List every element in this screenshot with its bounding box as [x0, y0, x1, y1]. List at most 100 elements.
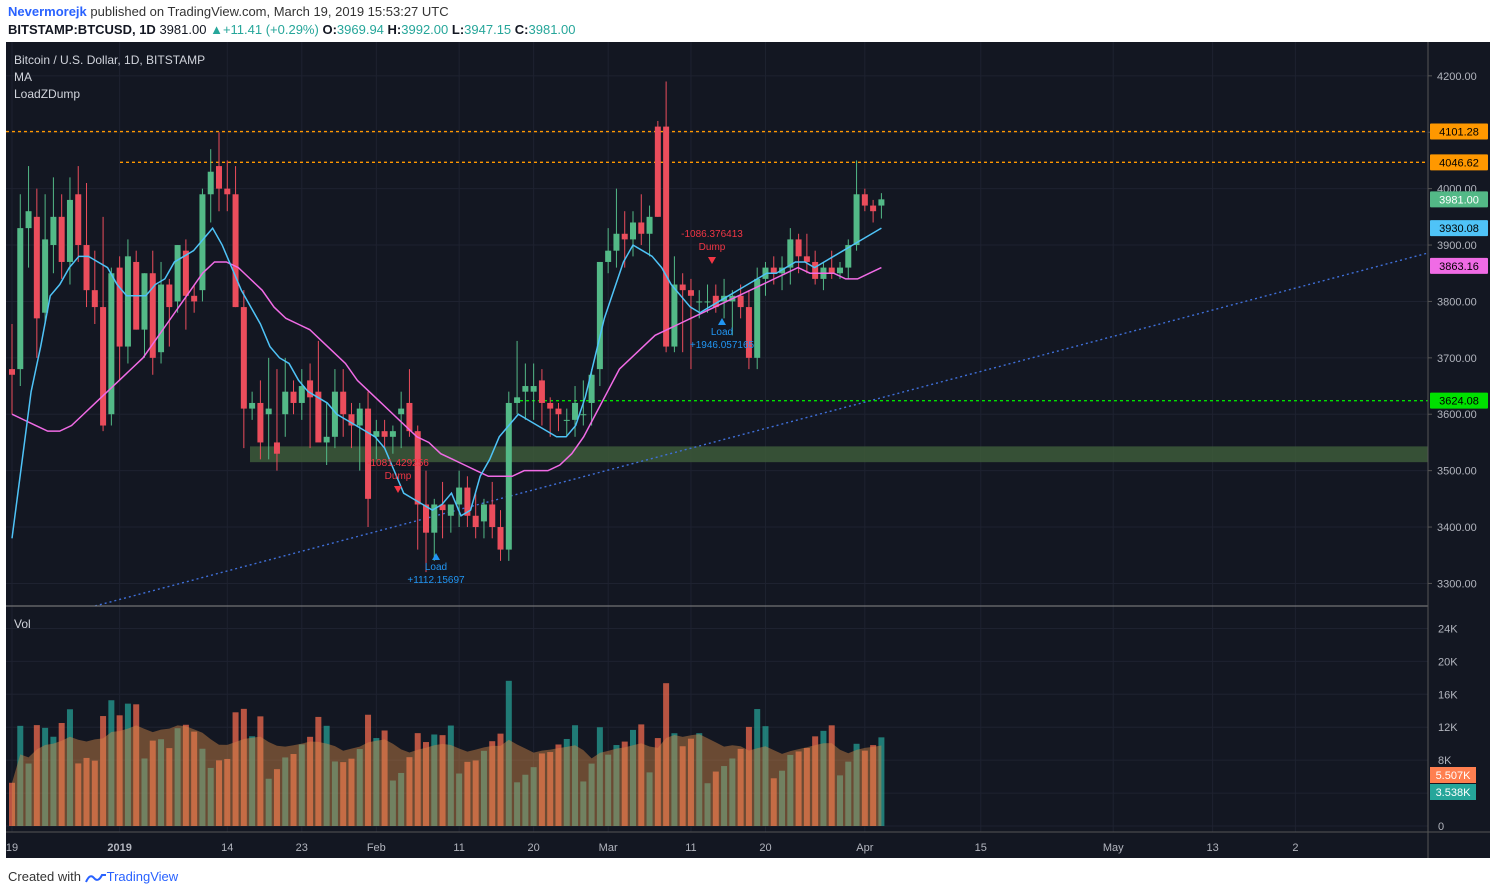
candle-body[interactable]: [232, 194, 239, 308]
candle-body[interactable]: [91, 290, 98, 308]
candle-body[interactable]: [605, 250, 612, 262]
candle-body[interactable]: [646, 216, 653, 234]
volume-bar[interactable]: [17, 725, 24, 826]
volume-bar[interactable]: [389, 780, 396, 826]
volume-bar[interactable]: [596, 727, 603, 826]
volume-bar[interactable]: [348, 758, 355, 826]
candle-body[interactable]: [414, 431, 421, 505]
candle-body[interactable]: [654, 126, 661, 217]
candle-body[interactable]: [33, 216, 40, 319]
volume-bar[interactable]: [282, 757, 289, 826]
volume-bar[interactable]: [704, 783, 711, 826]
candle-body[interactable]: [737, 295, 744, 308]
candle-body[interactable]: [480, 504, 487, 522]
volume-bar[interactable]: [199, 748, 206, 826]
volume-bar[interactable]: [290, 754, 297, 826]
candle-body[interactable]: [547, 402, 554, 409]
volume-bar[interactable]: [754, 709, 761, 826]
candle-body[interactable]: [489, 504, 496, 528]
volume-bar[interactable]: [745, 726, 752, 826]
candle-body[interactable]: [472, 515, 479, 528]
candle-body[interactable]: [538, 380, 545, 403]
candle-body[interactable]: [199, 194, 206, 291]
volume-bar[interactable]: [414, 733, 421, 826]
candle-body[interactable]: [273, 442, 280, 454]
candle-body[interactable]: [257, 402, 264, 443]
volume-bar[interactable]: [439, 735, 446, 826]
volume-bar[interactable]: [166, 748, 173, 826]
candle-body[interactable]: [423, 504, 429, 533]
volume-bar[interactable]: [853, 743, 860, 826]
volume-bar[interactable]: [174, 728, 181, 826]
candle-body[interactable]: [9, 369, 15, 375]
volume-bar[interactable]: [803, 748, 810, 826]
candle-body[interactable]: [712, 295, 719, 308]
legend-loadzdump[interactable]: LoadZDump: [14, 87, 80, 101]
candle-body[interactable]: [116, 267, 123, 347]
candle-body[interactable]: [331, 391, 338, 437]
candle-body[interactable]: [108, 273, 115, 415]
candle-body[interactable]: [398, 408, 405, 415]
candle-body[interactable]: [828, 267, 835, 274]
candle-body[interactable]: [249, 402, 256, 409]
candle-body[interactable]: [282, 391, 289, 415]
volume-bar[interactable]: [861, 750, 868, 826]
candle-body[interactable]: [389, 431, 396, 437]
candle-body[interactable]: [853, 194, 860, 246]
candle-body[interactable]: [837, 267, 843, 274]
volume-bar[interactable]: [224, 758, 231, 826]
volume-bar[interactable]: [828, 725, 835, 826]
candle-body[interactable]: [870, 205, 877, 212]
candle-body[interactable]: [42, 239, 49, 313]
volume-bar[interactable]: [779, 770, 786, 826]
candle-body[interactable]: [787, 239, 794, 268]
volume-bar[interactable]: [431, 734, 438, 826]
volume-bar[interactable]: [298, 744, 305, 826]
volume-bar[interactable]: [613, 745, 620, 826]
volume-bar[interactable]: [621, 741, 628, 826]
candle-body[interactable]: [861, 194, 868, 206]
candle-body[interactable]: [795, 239, 802, 257]
volume-bar[interactable]: [232, 712, 239, 826]
candle-body[interactable]: [17, 228, 24, 370]
volume-bar[interactable]: [696, 733, 703, 826]
candle-body[interactable]: [191, 295, 198, 302]
volume-bar[interactable]: [737, 748, 744, 826]
candle-body[interactable]: [66, 199, 73, 262]
candle-body[interactable]: [621, 233, 628, 240]
volume-bar[interactable]: [671, 733, 678, 826]
ma-fast-line[interactable]: [11, 226, 882, 539]
candle-body[interactable]: [365, 408, 372, 499]
volume-bar[interactable]: [75, 763, 82, 826]
candle-body[interactable]: [439, 504, 446, 511]
volume-bar[interactable]: [108, 700, 115, 826]
candle-body[interactable]: [878, 199, 885, 206]
candle-body[interactable]: [315, 391, 322, 443]
volume-bar[interactable]: [770, 778, 777, 826]
volume-bar[interactable]: [191, 731, 198, 826]
volume-bar[interactable]: [149, 740, 156, 826]
candle-body[interactable]: [696, 301, 703, 303]
volume-bar[interactable]: [216, 760, 222, 826]
volume-bar[interactable]: [58, 723, 65, 826]
candle-body[interactable]: [58, 216, 65, 262]
volume-bar[interactable]: [787, 754, 794, 826]
volume-bar[interactable]: [870, 745, 877, 826]
volume-bar[interactable]: [605, 754, 612, 826]
candle-body[interactable]: [323, 436, 330, 443]
volume-bar[interactable]: [265, 778, 272, 826]
candle-body[interactable]: [464, 487, 471, 516]
volume-bar[interactable]: [820, 730, 827, 826]
candle-body[interactable]: [456, 487, 463, 505]
volume-bar[interactable]: [42, 727, 49, 826]
candle-body[interactable]: [630, 222, 636, 240]
volume-bar[interactable]: [845, 761, 852, 826]
candle-body[interactable]: [158, 284, 165, 353]
volume-bar[interactable]: [646, 772, 653, 826]
volume-bar[interactable]: [480, 750, 487, 826]
ma-slow-line[interactable]: [11, 261, 882, 478]
candle-body[interactable]: [447, 504, 454, 516]
support-zone[interactable]: [250, 446, 1428, 463]
volume-bar[interactable]: [116, 715, 123, 826]
legend-vol[interactable]: Vol: [14, 617, 31, 631]
